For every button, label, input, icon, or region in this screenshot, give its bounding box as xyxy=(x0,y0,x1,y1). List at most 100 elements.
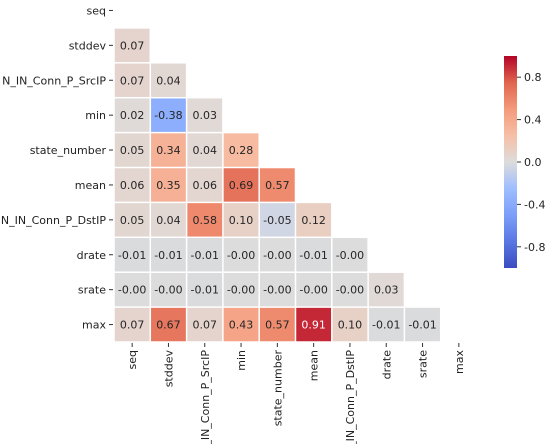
heatmap-cell-9-8 xyxy=(405,307,440,342)
x-tick-label: stddev xyxy=(162,350,175,388)
heatmap-cell-3-0 xyxy=(114,98,150,132)
heatmap-cell-8-1 xyxy=(151,272,186,307)
cell-value-label: 0.57 xyxy=(265,179,290,192)
heatmap-cell-8-6 xyxy=(332,272,368,307)
cell-value-label: 0.91 xyxy=(301,319,326,332)
cell-value-label: -0.00 xyxy=(336,249,364,262)
heatmap-cell-8-0 xyxy=(114,272,150,307)
cell-value-label: -0.00 xyxy=(263,249,291,262)
heatmap-cell-8-4 xyxy=(259,272,295,307)
cell-value-label: -0.01 xyxy=(408,319,436,332)
cell-value-label: 0.69 xyxy=(229,179,254,192)
cell-value-label: 0.02 xyxy=(120,109,145,122)
cell-value-label: -0.01 xyxy=(191,249,219,262)
heatmap-cell-8-5 xyxy=(296,272,332,307)
x-axis: seq stddev N_IN_Conn_P_SrcIP min state_numbe… xyxy=(126,343,466,444)
cell-value-label: 0.34 xyxy=(156,144,181,157)
cell-value-label: -0.38 xyxy=(154,109,182,122)
y-tick-label: N_IN_Conn_P_SrcIP xyxy=(2,74,106,87)
colorbar-tick-label: 0.4 xyxy=(524,114,542,127)
cell-value-label: -0.00 xyxy=(336,284,364,297)
colorbar: 0.8 0.4 0.0 -0.4 -0.8 xyxy=(504,56,545,268)
colorbar-tick-label: -0.8 xyxy=(524,241,545,254)
heatmap-cell-6-5 xyxy=(296,203,332,237)
heatmap-cell-6-4 xyxy=(259,203,295,237)
y-tick-label: state_number xyxy=(30,144,107,157)
cell-value-label: 0.07 xyxy=(120,39,145,52)
heatmap-cell-9-7 xyxy=(368,307,404,342)
heatmap-cell-5-0 xyxy=(114,168,150,202)
heatmap-cell-8-7 xyxy=(368,272,404,307)
y-tick-label: min xyxy=(85,109,106,122)
heatmap-cell-7-6 xyxy=(332,238,368,272)
colorbar-gradient xyxy=(504,56,517,268)
x-tick-label: state_number xyxy=(271,350,284,427)
y-tick-label: drate xyxy=(77,249,107,262)
heatmap-cell-2-1 xyxy=(151,63,186,97)
cell-value-label: 0.03 xyxy=(374,284,399,297)
heatmap-cell-7-2 xyxy=(187,238,223,272)
heatmap-cell-9-1 xyxy=(151,307,186,342)
cell-value-label: 0.12 xyxy=(301,214,326,227)
heatmap-cell-6-3 xyxy=(223,203,259,237)
heatmap-cell-5-3 xyxy=(223,168,259,202)
y-tick-label: srate xyxy=(78,284,106,297)
cell-value-label: -0.00 xyxy=(263,284,291,297)
heatmap-cell-4-2 xyxy=(187,133,223,167)
heatmap-cell-4-1 xyxy=(151,133,186,167)
cell-value-label: 0.57 xyxy=(265,319,290,332)
cell-value-label: -0.01 xyxy=(118,249,146,262)
heatmap-cell-1-0 xyxy=(114,28,150,63)
cell-value-label: 0.04 xyxy=(193,144,218,157)
heatmap-cell-7-0 xyxy=(114,238,150,272)
y-tick-label: max xyxy=(82,319,106,332)
y-tick-label: seq xyxy=(87,4,106,17)
cell-value-label: -0.01 xyxy=(154,249,182,262)
cell-value-label: 0.07 xyxy=(120,319,145,332)
heatmap-cell-6-2 xyxy=(187,203,223,237)
y-tick-label: N_IN_Conn_P_DstIP xyxy=(1,214,106,227)
colorbar-ticks: 0.8 0.4 0.0 -0.4 -0.8 xyxy=(517,71,545,254)
colorbar-tick-label: 0.8 xyxy=(524,71,542,84)
heatmap-cell-5-4 xyxy=(259,168,295,202)
heatmap-cell-9-0 xyxy=(114,307,150,342)
cell-value-label: 0.28 xyxy=(229,144,254,157)
cell-value-label: 0.05 xyxy=(120,214,145,227)
y-tick-label: mean xyxy=(75,179,106,192)
cell-value-label: -0.01 xyxy=(372,319,400,332)
heatmap-cell-9-2 xyxy=(187,307,223,342)
heatmap-cell-2-0 xyxy=(114,63,150,97)
cell-value-label: -0.00 xyxy=(118,284,146,297)
heatmap-cell-9-4 xyxy=(259,307,295,342)
heatmap-cell-7-5 xyxy=(296,238,332,272)
heatmap-cell-3-1 xyxy=(151,98,186,132)
heatmap-cell-7-4 xyxy=(259,238,295,272)
cell-value-label: 0.05 xyxy=(120,144,145,157)
cell-value-label: -0.01 xyxy=(191,284,219,297)
cell-value-label: -0.01 xyxy=(299,249,327,262)
cell-value-label: 0.35 xyxy=(156,179,181,192)
x-tick-label: seq xyxy=(126,350,139,369)
heatmap-cell-9-5 xyxy=(296,307,332,342)
cell-value-label: -0.00 xyxy=(154,284,182,297)
heatmap-cell-7-3 xyxy=(223,238,259,272)
heatmap-cell-5-2 xyxy=(187,168,223,202)
cell-value-label: 0.07 xyxy=(193,319,218,332)
cell-value-label: 0.58 xyxy=(193,214,218,227)
cell-value-label: 0.06 xyxy=(120,179,145,192)
heatmap-cell-6-1 xyxy=(151,203,186,237)
cell-value-label: 0.06 xyxy=(193,179,218,192)
cell-value-label: 0.04 xyxy=(156,74,181,87)
x-tick-label: drate xyxy=(380,350,393,380)
cell-value-label: 0.07 xyxy=(120,74,145,87)
heatmap-cell-9-6 xyxy=(332,307,368,342)
colorbar-tick-label: 0.0 xyxy=(524,156,542,169)
cell-value-label: 0.10 xyxy=(338,319,363,332)
heatmap-cell-5-1 xyxy=(151,168,186,202)
cell-value-label: -0.05 xyxy=(263,214,291,227)
cell-value-label: 0.03 xyxy=(193,109,218,122)
cell-value-label: 0.43 xyxy=(229,319,254,332)
heatmap-cell-8-2 xyxy=(187,272,223,307)
